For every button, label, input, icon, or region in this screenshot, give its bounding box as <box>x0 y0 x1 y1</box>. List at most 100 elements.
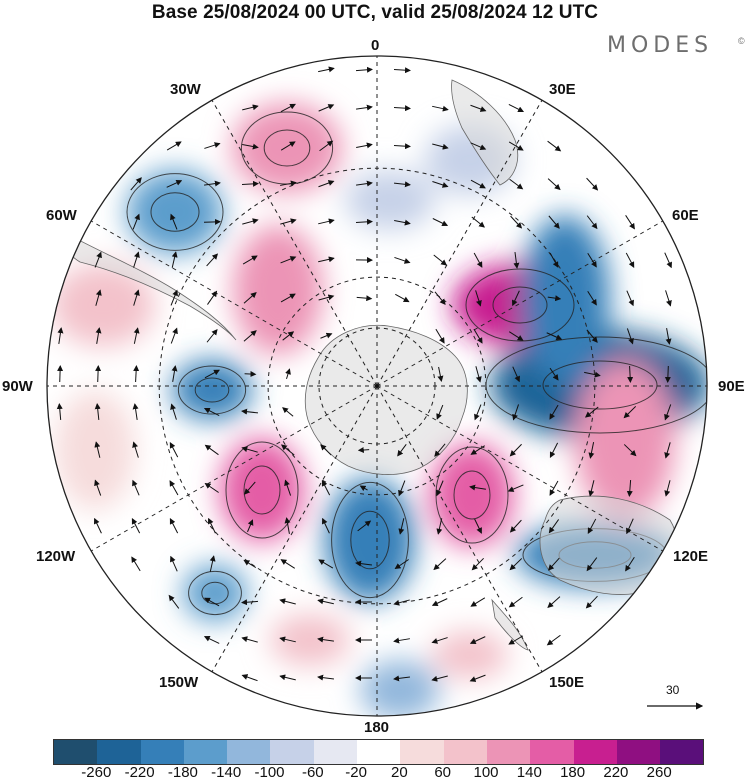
wind-vector-arrow <box>432 105 449 112</box>
wind-vector-arrow <box>436 404 444 420</box>
wind-vector-arrow <box>318 104 335 112</box>
anomaly-region <box>430 443 514 547</box>
wind-vector-arrow <box>242 255 258 265</box>
wind-vector-arrow <box>626 479 633 497</box>
wind-vector-arrow <box>131 556 141 572</box>
wind-vector-arrow <box>243 559 257 568</box>
wind-vector-arrow <box>355 560 372 567</box>
contour-ring <box>453 470 491 520</box>
wind-vector-arrow <box>204 142 221 149</box>
wind-vector-arrow <box>318 256 335 263</box>
meridian-line <box>90 220 378 387</box>
wind-vector-arrow <box>204 444 219 456</box>
wind-vector-arrow <box>437 366 444 382</box>
wind-vector-arrow <box>318 218 335 225</box>
label-0: 0 <box>371 37 380 54</box>
wind-vector-arrow <box>133 289 140 306</box>
latitude-circle <box>267 276 487 496</box>
wind-vector-arrow <box>626 290 634 307</box>
wind-vector-arrow <box>547 596 561 608</box>
wind-vectors <box>56 66 672 682</box>
wind-vector-arrow <box>474 404 482 421</box>
meridian-line <box>376 385 543 673</box>
anomaly-region <box>270 614 350 666</box>
south-pole-marker <box>374 383 380 389</box>
wind-vector-arrow <box>509 558 523 571</box>
wind-vector-arrow <box>549 367 559 381</box>
colorbar-cell <box>443 740 487 764</box>
contour-ring <box>177 365 247 415</box>
wind-vector-arrow <box>549 480 559 496</box>
contour-ring <box>225 441 299 539</box>
wind-vector-arrow <box>204 369 220 379</box>
contour-lines <box>126 111 707 616</box>
label-150w: 150W <box>159 674 199 691</box>
colorbar-cell <box>227 740 271 764</box>
wind-vector-arrow <box>433 254 448 266</box>
reference-vector-label: 30 <box>666 683 680 697</box>
wind-vector-arrow <box>132 213 140 230</box>
wind-vector-arrow <box>393 675 411 682</box>
meridian-line <box>211 385 378 673</box>
wind-vector-arrow <box>431 637 448 644</box>
wind-vector-arrow <box>280 180 297 187</box>
wind-vector-arrow <box>318 294 335 301</box>
new-zealand-outline <box>491 598 529 651</box>
wind-vector-arrow <box>587 290 597 306</box>
wind-vector-arrow <box>395 293 410 303</box>
colorbar-cell <box>400 740 444 764</box>
wind-vector-arrow <box>393 181 411 188</box>
colorbar <box>53 739 705 765</box>
wind-vector-arrow <box>512 290 520 307</box>
brand-copyright-mark: © <box>738 36 745 46</box>
wind-vector-arrow <box>169 517 179 534</box>
wind-vector-arrow <box>95 365 102 383</box>
wind-vector-arrow <box>203 635 220 644</box>
wind-vector-arrow <box>432 181 449 188</box>
wind-vector-arrow <box>279 598 296 605</box>
contour-ring <box>263 129 311 167</box>
coastlines <box>59 79 678 651</box>
contour-ring <box>492 286 548 324</box>
wind-vector-arrow <box>393 105 411 112</box>
wind-vector-arrow <box>242 143 259 150</box>
colorbar-cell <box>573 740 617 764</box>
south-america-outline <box>59 229 237 341</box>
wind-vector-arrow <box>473 252 483 268</box>
wind-vector-arrow <box>623 406 637 419</box>
wind-vector-arrow <box>94 441 101 458</box>
wind-vector-arrow <box>586 329 598 343</box>
wind-vector-arrow <box>208 517 216 534</box>
wind-vector-arrow <box>433 558 447 571</box>
colorbar-tick-label: 260 <box>646 764 672 781</box>
wind-vector-arrow <box>626 518 634 535</box>
wind-vector-arrow <box>94 479 102 496</box>
wind-vector-arrow <box>508 596 523 608</box>
contour-ring <box>243 465 281 515</box>
wind-vector-arrow <box>285 368 291 379</box>
wind-vector-arrow <box>627 365 634 383</box>
wind-vector-arrow <box>436 518 443 535</box>
wind-vector-arrow <box>469 484 486 491</box>
label-120e: 120E <box>673 548 709 565</box>
wind-vector-arrow <box>546 634 561 646</box>
wind-vector-arrow <box>171 365 178 382</box>
wind-vector-arrow <box>588 480 595 497</box>
contour-ring <box>188 570 242 616</box>
wind-vector-arrow <box>512 366 520 383</box>
wind-vector-arrow <box>132 441 139 458</box>
anomaly-region <box>233 225 323 355</box>
contour-ring <box>194 377 230 403</box>
wind-vector-arrow <box>318 66 335 73</box>
wind-vector-arrow <box>130 177 142 191</box>
wind-vector-arrow <box>398 518 405 535</box>
anomaly-region <box>51 263 155 347</box>
wind-vector-arrow <box>204 597 220 607</box>
wind-vector-arrow <box>280 103 296 113</box>
wind-vector-arrow <box>170 403 177 420</box>
wind-vector-arrow <box>207 290 218 305</box>
wind-vector-arrow <box>512 404 520 421</box>
wind-vector-arrow <box>586 177 599 191</box>
wind-vector-arrow <box>241 599 259 606</box>
wind-vector-arrow <box>475 290 482 307</box>
